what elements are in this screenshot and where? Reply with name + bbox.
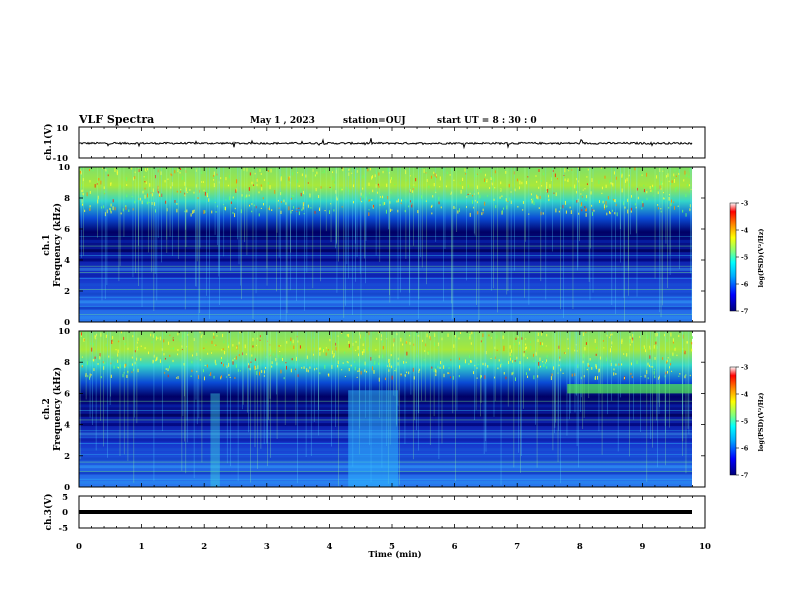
ch1-freq-tick-6: 6 (64, 225, 70, 235)
ch2-colorbar: -3 -4 -5 -6 -7 log(PSD)(V²/Hz) (729, 364, 765, 480)
ch2-colorbar-tick--7: -7 (741, 472, 748, 480)
ch2-colorbar-tick--6: -6 (741, 445, 749, 453)
ch1-freq-tick-0: 0 (64, 318, 70, 328)
time-tick-2: 2 (201, 542, 207, 552)
ch1-colorbar-tick--5: -5 (741, 254, 749, 262)
ch2-freq-tick-2: 2 (64, 452, 70, 462)
ch1-waveform-ylabel: ch.1(V) (43, 124, 54, 161)
ch2-freq-tick-10: 10 (58, 327, 70, 337)
time-tick-6: 6 (452, 542, 458, 552)
ch1-colorbar-tick--4: -4 (741, 227, 749, 235)
ch3-waveform-line (79, 510, 692, 514)
ch3-ytick-middle: 0 (62, 508, 68, 518)
date-label: May 1 , 2023 (250, 116, 315, 126)
ch1-spectrogram-ylabel-frequency: Frequency (kHz) (52, 203, 63, 287)
ch1-freq-tick-4: 4 (64, 256, 70, 266)
ch1-colorbar: -3 -4 -5 -6 -7 log(PSD)(V²/Hz) (729, 200, 765, 316)
ch1-colorbar-tick--3: -3 (741, 200, 749, 208)
ch1-freq-tick-8: 8 (64, 194, 70, 204)
figure-title: VLF Spectra (78, 113, 154, 126)
time-tick-1: 1 (139, 542, 145, 552)
ch3-ytick-bottom: -5 (59, 524, 69, 534)
ch2-colorbar-tick--5: -5 (741, 418, 749, 426)
ch1-spectrogram-panel: 0 2 4 6 8 10 ch.1 Frequency (kHz) (42, 163, 706, 328)
ch2-spectrogram-marks (79, 331, 693, 487)
ch3-waveform-panel: 5 0 -5 ch.3(V) (43, 493, 706, 534)
time-axis-label: Time (min) (368, 549, 421, 560)
ch3-ytick-top: 5 (62, 493, 68, 503)
ch1-ytick-top: 10 (56, 124, 68, 134)
ch1-spectrogram-marks (79, 167, 693, 322)
ch2-spectrogram-ylabel-frequency: Frequency (kHz) (52, 367, 63, 451)
start-time-label: start UT = 8 : 30 : 0 (437, 116, 537, 126)
ch2-colorbar-tick--3: -3 (741, 364, 749, 372)
time-tick-4: 4 (326, 542, 332, 552)
ch1-ytick-bottom: -10 (53, 154, 68, 164)
ch2-freq-tick-0: 0 (64, 483, 70, 493)
ch1-waveform-line (79, 138, 693, 150)
ch1-colorbar-tick--7: -7 (741, 308, 748, 316)
time-tick-7: 7 (514, 542, 520, 552)
ch2-freq-tick-8: 8 (64, 358, 70, 368)
ch2-freq-tick-4: 4 (64, 421, 70, 431)
ch1-freq-tick-2: 2 (64, 287, 70, 297)
station-label: station=OUJ (343, 116, 406, 126)
ch1-colorbar-tick--6: -6 (741, 281, 749, 289)
time-tick-8: 8 (577, 542, 583, 552)
ch2-colorbar-tick--4: -4 (741, 391, 749, 399)
ch3-waveform-ylabel: ch.3(V) (43, 494, 54, 531)
time-tick-9: 9 (639, 542, 645, 552)
time-axis: 0 1 2 3 4 5 6 7 8 9 10 (76, 127, 711, 552)
ch2-spectrogram-ylabel-channel: ch.2 (42, 398, 52, 419)
time-tick-5: 5 (389, 542, 395, 552)
ch2-colorbar-label: log(PSD)(V²/Hz) (757, 393, 765, 452)
ch1-freq-tick-10: 10 (58, 163, 70, 173)
time-tick-3: 3 (264, 542, 270, 552)
time-tick-0: 0 (76, 542, 82, 552)
ch2-spectrogram-panel: 0 2 4 6 8 10 ch.2 Frequency (kHz) (42, 327, 706, 493)
time-tick-10: 10 (699, 542, 711, 552)
ch2-freq-tick-6: 6 (64, 389, 70, 399)
ch1-spectrogram-ylabel-channel: ch.1 (42, 234, 52, 255)
ch1-waveform-panel: 10 -10 ch.1(V) (43, 124, 706, 164)
ch1-colorbar-label: log(PSD)(V²/Hz) (757, 229, 765, 288)
